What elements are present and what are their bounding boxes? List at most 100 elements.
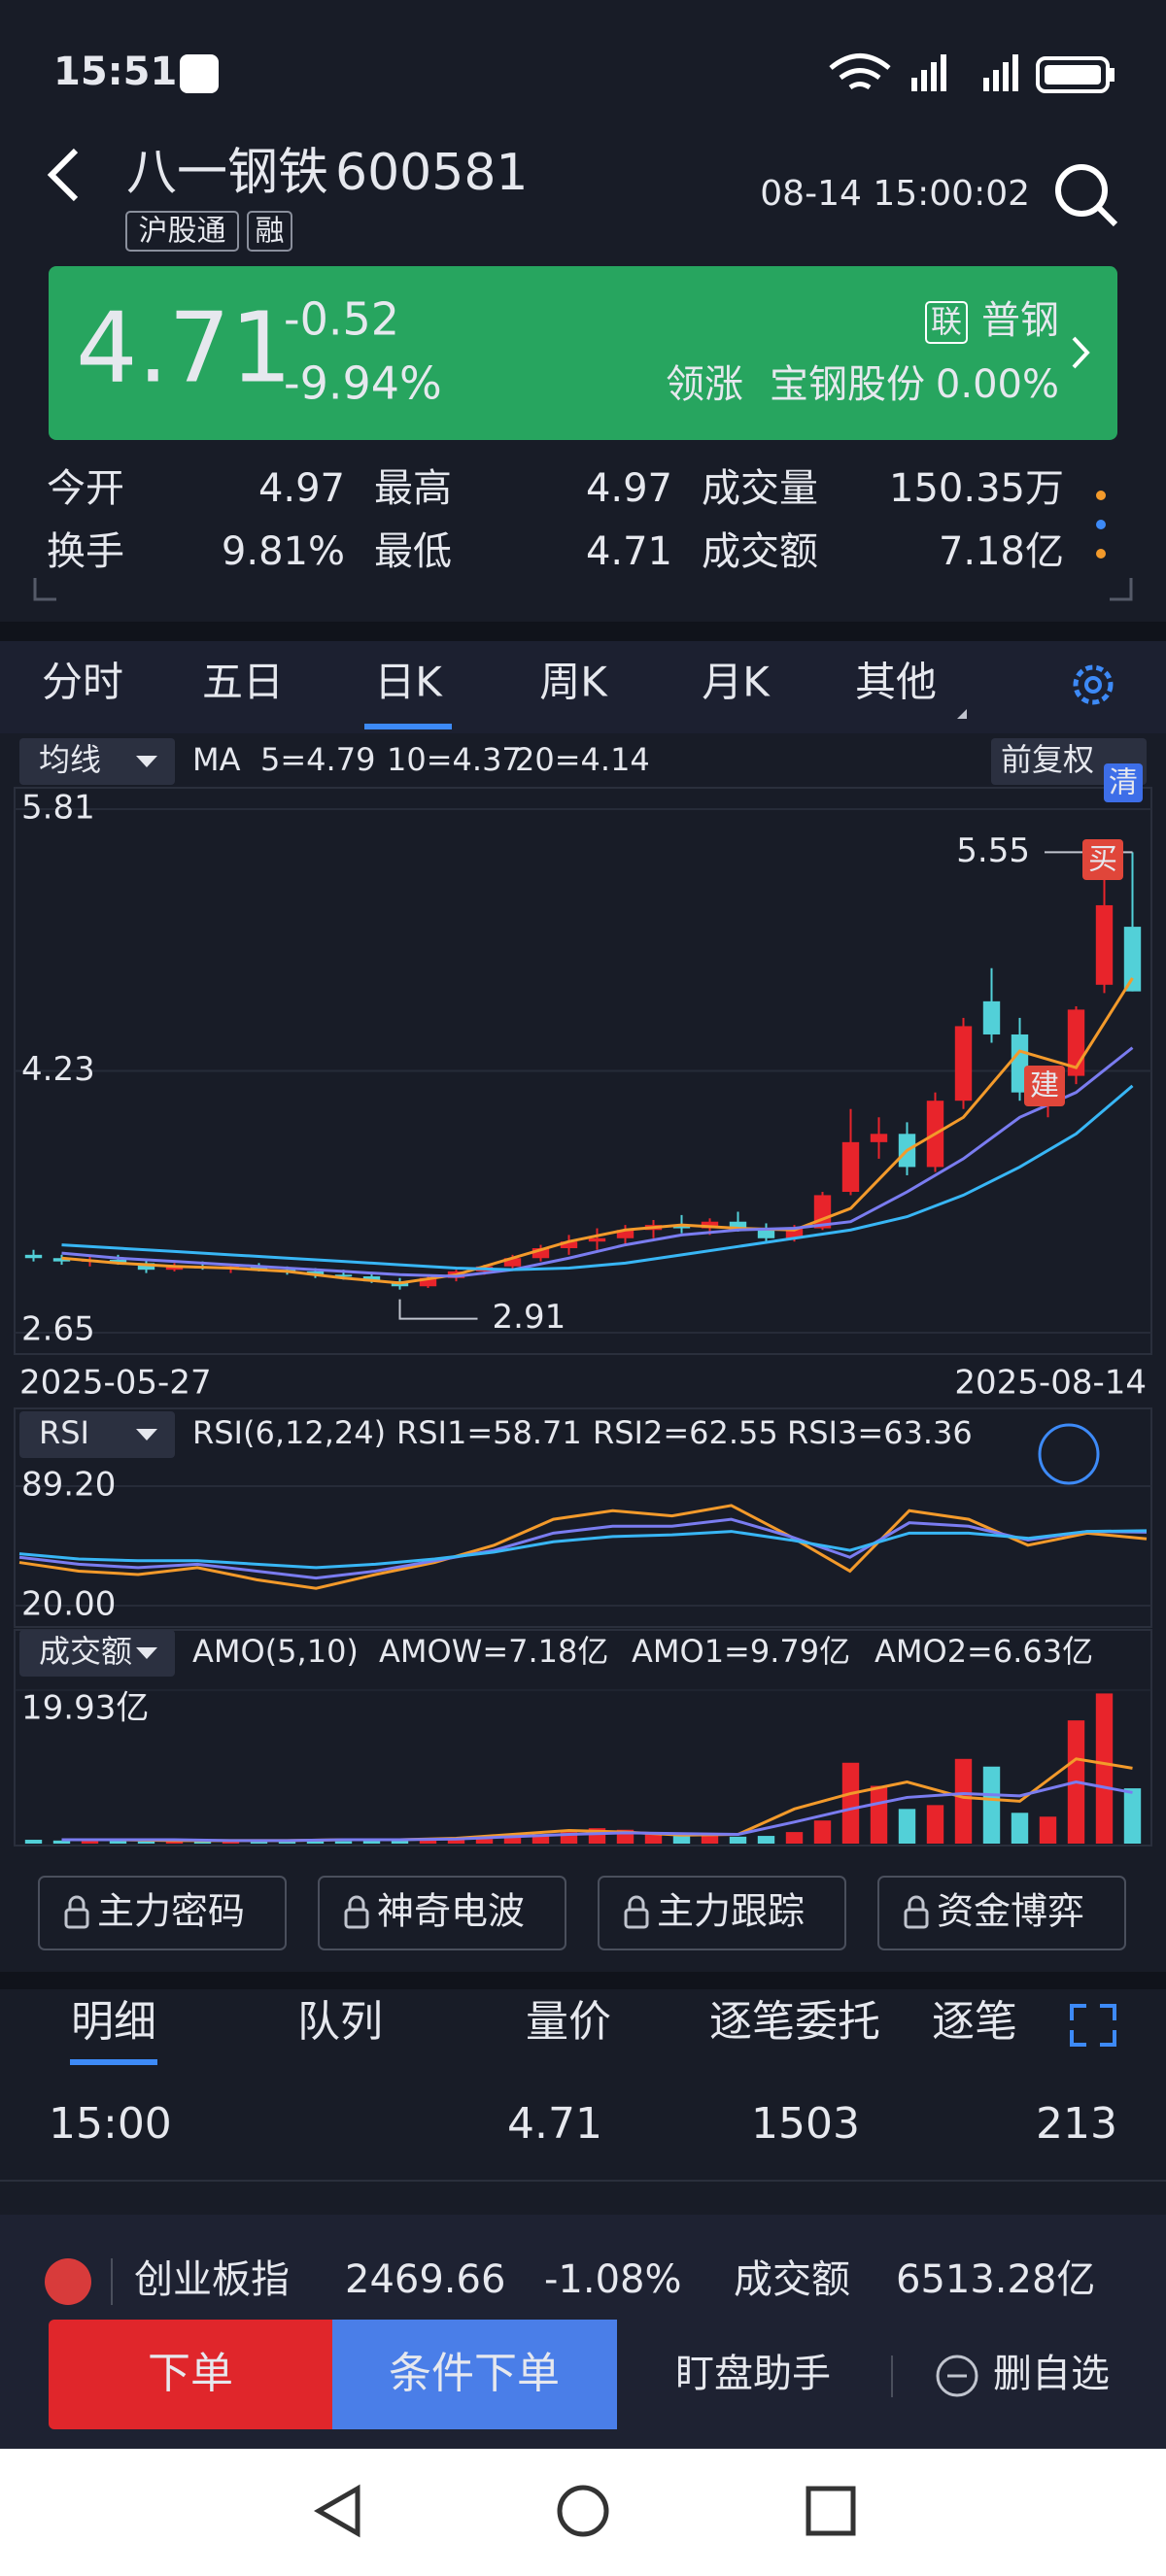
- ma-legend: 10=4.37: [387, 741, 522, 778]
- lock-button[interactable]: [598, 1876, 846, 1950]
- ma-line: [61, 1084, 1134, 1271]
- amo-bar: [729, 1836, 747, 1844]
- stat-label: 今开: [47, 466, 124, 511]
- index-name: 创业板指: [134, 2257, 290, 2302]
- amo-bar: [447, 1840, 465, 1844]
- lock-button[interactable]: [318, 1876, 566, 1950]
- rsi-select-box[interactable]: [19, 1411, 175, 1458]
- tab[interactable]: 周K: [539, 659, 608, 706]
- action[interactable]: 盯盘助手: [675, 2352, 831, 2396]
- trade-cell: 4.71: [507, 2099, 602, 2149]
- candle-body: [1095, 904, 1114, 985]
- trade-cell: 1503: [751, 2099, 860, 2149]
- amo-line: [61, 1780, 1133, 1843]
- lock-icon: [348, 1895, 365, 1910]
- detail-tab[interactable]: 逐笔: [932, 1997, 1017, 2047]
- sector-tag: 联: [931, 303, 962, 340]
- divider: [0, 1972, 1166, 1989]
- trade-cell: 213: [1036, 2099, 1117, 2149]
- tab-bar: [0, 641, 1166, 733]
- amo-bar: [362, 1840, 381, 1844]
- stat-label: 最低: [374, 529, 452, 574]
- dot: [1096, 549, 1106, 559]
- amo-bar: [193, 1840, 212, 1844]
- rsi-tool[interactable]: [1038, 1423, 1100, 1485]
- amo-bar: [1123, 1788, 1142, 1844]
- stat-value: 4.71: [586, 529, 672, 574]
- stat-value: 9.81%: [222, 529, 345, 574]
- stock-code: 600581: [335, 144, 529, 202]
- nav-bar: [0, 2449, 1166, 2576]
- candle-body: [250, 1266, 268, 1271]
- index-pct: -1.08%: [544, 2257, 682, 2302]
- chevron[interactable]: [1072, 336, 1090, 369]
- tab[interactable]: 月K: [702, 659, 771, 706]
- stat-value: 4.97: [586, 466, 672, 511]
- amo-bar: [475, 1839, 494, 1844]
- action[interactable]: 删自选: [993, 2352, 1110, 2396]
- detail-tab[interactable]: 队列: [297, 1997, 383, 2047]
- ma-label: MA: [192, 741, 241, 778]
- lock-button[interactable]: [877, 1876, 1126, 1950]
- tab[interactable]: 日K: [374, 659, 443, 706]
- quote-panel: [49, 266, 1117, 440]
- settings-button[interactable]: [1073, 664, 1114, 705]
- timestamp: 08-14 15:00:02: [760, 174, 1030, 214]
- stat-value: 150.35万: [889, 466, 1064, 511]
- amo-bar: [250, 1840, 268, 1844]
- candle-body: [982, 1000, 1001, 1034]
- amo-bar: [137, 1841, 155, 1844]
- search-button[interactable]: [1055, 164, 1118, 227]
- detail-tab[interactable]: 量价: [526, 1997, 611, 2047]
- amo-params: AMO(5,10): [192, 1633, 359, 1670]
- amo-bar: [24, 1840, 43, 1844]
- lock-label: 资金博弈: [937, 1890, 1084, 1933]
- indicator-select: 均线: [39, 741, 101, 778]
- amo-select-box[interactable]: [19, 1630, 175, 1677]
- rsi-legend: RSI1=58.71: [396, 1414, 582, 1451]
- nav-buttons[interactable]: [313, 2484, 856, 2538]
- tab[interactable]: 其他: [855, 659, 937, 706]
- condition-order-button[interactable]: [332, 2320, 617, 2429]
- buy-badge: [1082, 839, 1123, 880]
- amo-bar: [52, 1840, 71, 1844]
- back-button[interactable]: [47, 148, 79, 202]
- detail-tab[interactable]: 逐笔委托: [709, 1997, 880, 2047]
- amo-bar: [503, 1837, 522, 1844]
- trade-cell: 15:00: [49, 2099, 172, 2149]
- order-button[interactable]: [49, 2320, 340, 2429]
- amo-bar: [701, 1835, 719, 1844]
- sector[interactable]: 普钢: [981, 298, 1059, 343]
- dropdown-mark: [957, 709, 967, 719]
- action[interactable]: 条件下单: [389, 2349, 560, 2398]
- candle-body: [1123, 927, 1142, 992]
- status-icons: [180, 53, 1115, 93]
- amo-bar: [898, 1809, 916, 1844]
- dropdown-arrow: [136, 756, 157, 767]
- indicator-select-box[interactable]: [19, 738, 175, 785]
- tab[interactable]: 分时: [42, 659, 123, 706]
- lock-button[interactable]: [38, 1876, 287, 1950]
- amo-bar: [813, 1820, 832, 1844]
- stat-label: 换手: [47, 529, 124, 574]
- leader-pct: 0.00%: [936, 362, 1059, 407]
- candle-body: [954, 1026, 973, 1102]
- date-start: 2025-05-27: [19, 1364, 212, 1403]
- tab[interactable]: 五日: [202, 659, 284, 706]
- stock-name: 八一钢铁: [126, 144, 328, 202]
- clear-badge-text: 清: [1109, 766, 1138, 800]
- rsi-line: [18, 1529, 1148, 1570]
- detail-tab[interactable]: 明细: [71, 1997, 156, 2047]
- ma-legend: 20=4.14: [515, 741, 650, 778]
- action[interactable]: 下单: [148, 2349, 233, 2398]
- rsi-legend: RSI3=63.36: [787, 1414, 973, 1451]
- candle-body: [616, 1230, 634, 1238]
- dropdown-arrow: [136, 1647, 157, 1659]
- stock-tag: 融: [256, 215, 285, 249]
- candle-body: [137, 1263, 155, 1271]
- tab-underline: [364, 724, 452, 729]
- candle-body: [1011, 1034, 1029, 1093]
- amo-bar: [222, 1841, 240, 1844]
- expand-button[interactable]: [1070, 2004, 1116, 2047]
- rsi-select: RSI: [39, 1414, 89, 1451]
